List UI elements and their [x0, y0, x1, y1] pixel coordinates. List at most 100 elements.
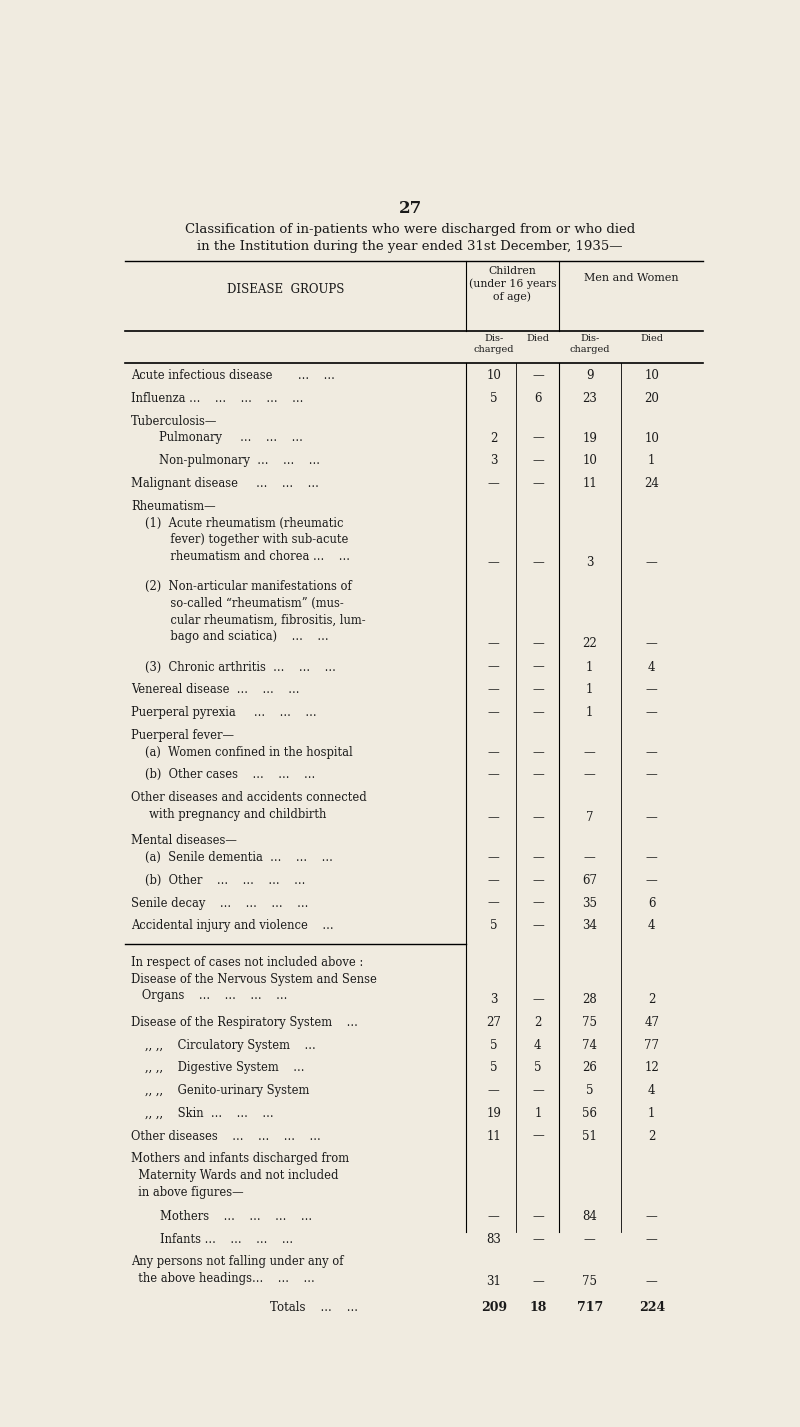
Text: DISEASE  GROUPS: DISEASE GROUPS	[227, 283, 345, 295]
Text: —: —	[488, 636, 499, 649]
Text: Malignant disease     ...    ...    ...: Malignant disease ... ... ...	[131, 477, 319, 489]
Text: 10: 10	[644, 370, 659, 382]
Text: Mothers and infants discharged from
  Maternity Wards and not included
  in abov: Mothers and infants discharged from Mate…	[131, 1152, 349, 1199]
Text: Infants ...    ...    ...    ...: Infants ... ... ... ...	[131, 1233, 293, 1246]
Text: —: —	[532, 706, 544, 719]
Text: —: —	[532, 746, 544, 759]
Text: —: —	[532, 370, 544, 382]
Text: —: —	[646, 1210, 658, 1223]
Text: —: —	[646, 746, 658, 759]
Text: 67: 67	[582, 873, 598, 886]
Text: 4: 4	[648, 1085, 655, 1097]
Text: Rheumatism—: Rheumatism—	[131, 499, 216, 512]
Text: (a)  Senile dementia  ...    ...    ...: (a) Senile dementia ... ... ...	[145, 850, 333, 865]
Text: (b)  Other    ...    ...    ...    ...: (b) Other ... ... ... ...	[145, 873, 306, 886]
Text: —: —	[532, 684, 544, 696]
Text: —: —	[532, 1210, 544, 1223]
Text: —: —	[646, 850, 658, 865]
Text: —: —	[584, 1233, 596, 1246]
Text: 83: 83	[486, 1233, 501, 1246]
Text: 24: 24	[644, 477, 659, 489]
Text: Died: Died	[640, 334, 663, 342]
Text: —: —	[532, 1130, 544, 1143]
Text: 74: 74	[582, 1039, 598, 1052]
Text: —: —	[488, 1210, 499, 1223]
Text: —: —	[488, 896, 499, 909]
Text: Pulmonary     ...    ...    ...: Pulmonary ... ... ...	[159, 431, 302, 444]
Text: Children
(under 16 years
of age): Children (under 16 years of age)	[469, 265, 556, 303]
Text: Classification of in-patients who were discharged from or who died: Classification of in-patients who were d…	[185, 223, 635, 235]
Text: 23: 23	[582, 392, 598, 405]
Text: Any persons not falling under any of
  the above headings...    ...    ...: Any persons not falling under any of the…	[131, 1256, 343, 1286]
Text: 22: 22	[582, 636, 597, 649]
Text: —: —	[532, 1085, 544, 1097]
Text: —: —	[488, 557, 499, 569]
Text: 1: 1	[534, 1107, 542, 1120]
Text: 9: 9	[586, 370, 594, 382]
Text: —: —	[532, 636, 544, 649]
Text: —: —	[646, 684, 658, 696]
Text: —: —	[488, 706, 499, 719]
Text: Influenza ...    ...    ...    ...    ...: Influenza ... ... ... ... ...	[131, 392, 303, 405]
Text: 31: 31	[486, 1276, 501, 1289]
Text: 5: 5	[490, 919, 498, 932]
Text: 11: 11	[486, 1130, 501, 1143]
Text: —: —	[646, 636, 658, 649]
Text: 2: 2	[534, 1016, 542, 1029]
Text: 5: 5	[490, 392, 498, 405]
Text: —: —	[488, 768, 499, 782]
Text: Other diseases    ...    ...    ...    ...: Other diseases ... ... ... ...	[131, 1130, 321, 1143]
Text: 10: 10	[582, 454, 598, 467]
Text: —: —	[488, 684, 499, 696]
Text: Totals    ...    ...: Totals ... ...	[270, 1301, 358, 1314]
Text: 1: 1	[648, 1107, 655, 1120]
Text: —: —	[584, 850, 596, 865]
Text: 47: 47	[644, 1016, 659, 1029]
Text: 7: 7	[586, 811, 594, 825]
Text: Dis-
charged: Dis- charged	[570, 334, 610, 354]
Text: —: —	[532, 811, 544, 825]
Text: —: —	[532, 873, 544, 886]
Text: 1: 1	[648, 454, 655, 467]
Text: 26: 26	[582, 1062, 598, 1075]
Text: ,, ,,    Skin  ...    ...    ...: ,, ,, Skin ... ... ...	[145, 1107, 274, 1120]
Text: —: —	[646, 706, 658, 719]
Text: in the Institution during the year ended 31st December, 1935—: in the Institution during the year ended…	[198, 240, 622, 253]
Text: Tuberculosis—: Tuberculosis—	[131, 415, 218, 428]
Text: 3: 3	[490, 454, 498, 467]
Text: —: —	[532, 919, 544, 932]
Text: 3: 3	[490, 993, 498, 1006]
Text: 2: 2	[648, 993, 655, 1006]
Text: Mothers    ...    ...    ...    ...: Mothers ... ... ... ...	[131, 1210, 312, 1223]
Text: 1: 1	[586, 706, 594, 719]
Text: 35: 35	[582, 896, 598, 909]
Text: —: —	[488, 811, 499, 825]
Text: 1: 1	[586, 661, 594, 674]
Text: Venereal disease  ...    ...    ...: Venereal disease ... ... ...	[131, 684, 299, 696]
Text: 5: 5	[490, 1039, 498, 1052]
Text: 12: 12	[645, 1062, 659, 1075]
Text: —: —	[488, 746, 499, 759]
Text: (1)  Acute rheumatism (rheumatic
       fever) together with sub-acute
       rh: (1) Acute rheumatism (rheumatic fever) t…	[145, 517, 350, 564]
Text: Other diseases and accidents connected
     with pregnancy and childbirth: Other diseases and accidents connected w…	[131, 791, 366, 821]
Text: Senile decay    ...    ...    ...    ...: Senile decay ... ... ... ...	[131, 896, 308, 909]
Text: Dis-
charged: Dis- charged	[474, 334, 514, 354]
Text: —: —	[532, 557, 544, 569]
Text: 19: 19	[486, 1107, 501, 1120]
Text: Puerperal pyrexia     ...    ...    ...: Puerperal pyrexia ... ... ...	[131, 706, 317, 719]
Text: —: —	[532, 477, 544, 489]
Text: —: —	[584, 768, 596, 782]
Text: 4: 4	[648, 919, 655, 932]
Text: —: —	[488, 477, 499, 489]
Text: —: —	[532, 661, 544, 674]
Text: —: —	[488, 850, 499, 865]
Text: (2)  Non-articular manifestations of
       so-called “rheumatism” (mus-
       : (2) Non-articular manifestations of so-c…	[145, 579, 366, 644]
Text: Acute infectious disease       ...    ...: Acute infectious disease ... ...	[131, 370, 335, 382]
Text: 11: 11	[582, 477, 597, 489]
Text: —: —	[532, 768, 544, 782]
Text: 5: 5	[534, 1062, 542, 1075]
Text: 27: 27	[398, 200, 422, 217]
Text: —: —	[488, 873, 499, 886]
Text: ,, ,,    Circulatory System    ...: ,, ,, Circulatory System ...	[145, 1039, 316, 1052]
Text: 6: 6	[534, 392, 542, 405]
